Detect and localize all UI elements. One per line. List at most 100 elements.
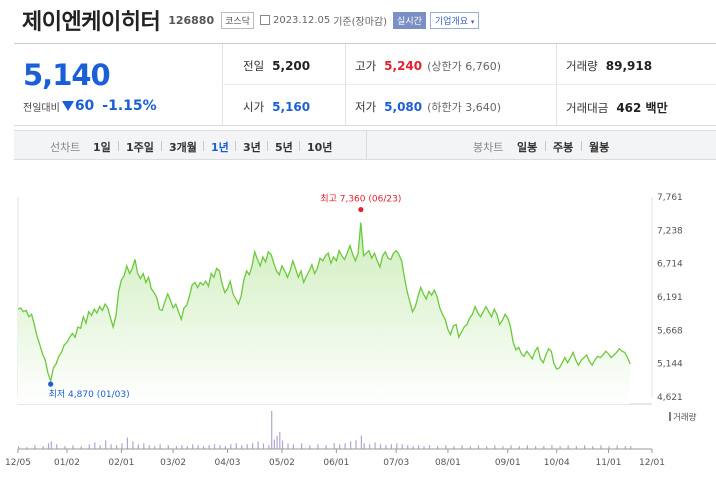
min-annotation: 최저 4,870 (01/03) xyxy=(49,389,130,400)
open-value: 5,160 xyxy=(272,100,311,114)
volume-bar xyxy=(423,446,425,449)
high-label: 고가 xyxy=(355,59,377,73)
divider xyxy=(366,131,367,160)
y-tick-label: 4,621 xyxy=(657,393,683,403)
price-summary: 5,140 전일대비 60 -1.15% 전일 5,200 고가 5,240 (상한가… xyxy=(14,44,716,126)
volume-bar xyxy=(418,445,420,449)
volume-bar xyxy=(407,445,409,449)
low-price: 저가 5,080 (하한가 3,640) xyxy=(355,99,501,115)
x-tick-label: 04/03 xyxy=(215,458,241,468)
company-info-dropdown[interactable]: 기업개요 ▾ xyxy=(429,11,480,29)
volume-bar xyxy=(99,445,101,449)
volume-bar xyxy=(600,445,602,449)
volume-bar xyxy=(453,446,455,449)
candle-daily[interactable]: 일봉 xyxy=(517,141,538,154)
x-tick-label: 10/04 xyxy=(544,458,570,468)
prev-close: 전일 5,200 xyxy=(243,58,310,74)
period-1w[interactable]: 1주일 xyxy=(126,141,154,154)
volume-bar xyxy=(494,445,496,449)
volume-bar xyxy=(502,446,504,449)
volume-bar xyxy=(186,446,188,449)
volume-bar xyxy=(181,445,183,449)
volume-bar xyxy=(428,445,431,449)
x-tick-label: 07/03 xyxy=(383,458,409,468)
divider xyxy=(235,141,236,151)
open-label: 시가 xyxy=(243,100,265,114)
period-3m[interactable]: 3개월 xyxy=(169,141,197,154)
volume-bar xyxy=(301,443,303,449)
x-tick-label: 12/05 xyxy=(5,458,31,468)
price-line xyxy=(17,222,631,384)
volume-bar xyxy=(132,441,134,449)
x-tick-label: 03/02 xyxy=(160,458,186,468)
divider xyxy=(203,141,204,151)
volume-bar xyxy=(105,440,107,449)
volume-bar xyxy=(510,445,512,449)
period-5y[interactable]: 5년 xyxy=(275,141,293,154)
x-tick-label: 01/02 xyxy=(54,458,80,468)
volume-bar xyxy=(208,445,210,449)
volume-bar xyxy=(518,446,520,449)
x-tick-label: 05/02 xyxy=(269,458,295,468)
volume-bar xyxy=(197,445,199,449)
volume-bar xyxy=(543,446,545,449)
volume-bar xyxy=(203,446,205,449)
volume-bar xyxy=(64,446,66,449)
divider xyxy=(267,141,268,151)
down-triangle-icon xyxy=(61,101,74,111)
volume-bar xyxy=(401,444,403,450)
volume-bar xyxy=(608,446,610,449)
candle-weekly[interactable]: 주봉 xyxy=(553,141,574,154)
x-tick-label: 06/01 xyxy=(323,458,349,468)
realtime-button[interactable]: 실시간 xyxy=(393,11,426,29)
volume-bar xyxy=(551,445,553,449)
change-value: 60 xyxy=(74,98,95,114)
volume-bar xyxy=(396,443,398,449)
volume-bar xyxy=(535,446,537,449)
volume-bar xyxy=(42,446,44,449)
volume-bar xyxy=(50,441,52,449)
max-annotation: 최고 7,360 (06/23) xyxy=(320,194,401,205)
volume-bar xyxy=(143,443,145,449)
trade-value-amount: 462 백만 xyxy=(616,101,668,115)
volume-bar xyxy=(224,446,226,449)
price-area xyxy=(18,222,631,404)
max-marker xyxy=(358,206,364,213)
volume-bar xyxy=(26,447,28,449)
divider xyxy=(118,141,119,151)
volume-bar xyxy=(437,446,439,449)
volume-bar xyxy=(630,446,632,449)
volume-legend: 거래량 xyxy=(673,412,697,423)
period-1y[interactable]: 1년 xyxy=(211,141,229,154)
trade-value-label: 거래대금 xyxy=(566,101,609,115)
volume-bar xyxy=(325,445,327,449)
volume-bar xyxy=(309,445,311,449)
candle-monthly[interactable]: 월봉 xyxy=(589,141,610,154)
volume-bar xyxy=(18,446,20,449)
volume-bar xyxy=(110,444,112,450)
stock-name: 제이엔케이히터 xyxy=(22,10,161,35)
volume-bar xyxy=(257,441,259,449)
chevron-down-icon: ▾ xyxy=(470,17,475,26)
volume-bar xyxy=(219,445,221,449)
high-price: 고가 5,240 (상한가 6,760) xyxy=(355,58,501,74)
volume-bar xyxy=(268,445,270,449)
period-1d[interactable]: 1일 xyxy=(93,141,111,154)
volume-bar xyxy=(271,411,273,449)
volume-bar xyxy=(230,444,232,450)
volume-bar xyxy=(235,443,237,449)
lower-limit: (하한가 3,640) xyxy=(427,101,502,114)
volume-bar xyxy=(339,444,341,450)
volume-bar xyxy=(575,446,577,449)
period-10y[interactable]: 10년 xyxy=(307,141,333,154)
volume-bar xyxy=(279,431,281,449)
volume-bar xyxy=(273,439,275,449)
calendar-icon xyxy=(259,15,270,25)
volume-bar xyxy=(281,440,284,449)
volume-bar xyxy=(559,446,561,449)
period-3y[interactable]: 3년 xyxy=(243,141,261,154)
volume-bar xyxy=(241,445,243,449)
min-marker xyxy=(48,381,54,387)
volume-bar xyxy=(461,445,463,449)
